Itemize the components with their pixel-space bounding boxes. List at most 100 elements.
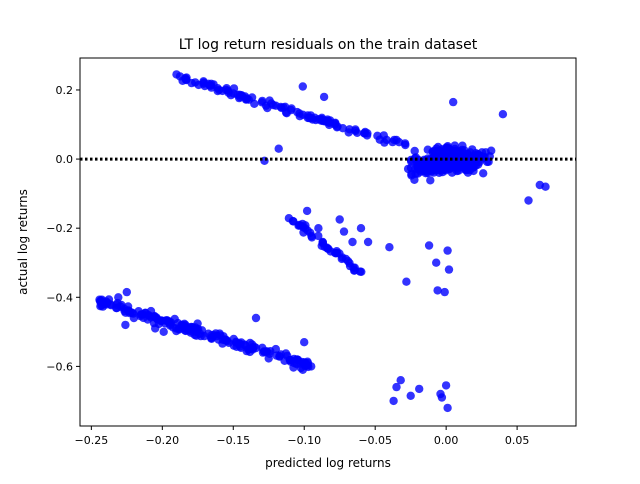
data-point: [121, 320, 130, 330]
data-point: [165, 317, 174, 326]
data-point: [454, 161, 463, 171]
y-tick-label: −0.6: [46, 360, 73, 373]
data-point: [356, 224, 366, 233]
data-point: [426, 176, 435, 185]
data-point: [335, 215, 344, 224]
data-point: [439, 158, 448, 167]
data-point: [159, 327, 168, 336]
data-point: [498, 110, 508, 119]
data-point: [307, 231, 316, 241]
data-point: [104, 295, 114, 304]
data-point: [298, 82, 307, 91]
x-tick-label: 0.05: [505, 434, 530, 447]
x-tick-label: −0.05: [358, 434, 392, 447]
data-point: [281, 102, 290, 112]
data-point: [338, 124, 347, 133]
data-point: [375, 135, 384, 144]
data-point: [435, 166, 444, 175]
data-point: [122, 287, 131, 297]
data-point: [182, 75, 191, 84]
x-tick-label: 0.00: [434, 434, 459, 447]
data-point: [423, 145, 432, 154]
data-point: [317, 113, 327, 123]
data-point: [444, 265, 454, 274]
data-point: [251, 313, 261, 323]
y-axis-label: actual log returns: [16, 189, 30, 295]
data-point: [209, 331, 219, 340]
data-point: [282, 109, 291, 118]
data-point: [410, 146, 419, 156]
data-point: [432, 258, 441, 267]
data-point: [199, 77, 208, 86]
data-point: [292, 355, 302, 364]
x-tick-label: −0.25: [74, 434, 108, 447]
data-point: [449, 148, 458, 157]
y-tick-label: −0.4: [46, 291, 73, 304]
chart-title: LT log return residuals on the train dat…: [179, 37, 478, 53]
x-axis-label: predicted log returns: [265, 456, 391, 470]
data-point: [112, 300, 121, 309]
data-point: [314, 224, 323, 233]
data-point: [300, 338, 309, 347]
data-point: [392, 135, 401, 145]
data-point: [345, 125, 354, 134]
data-point: [362, 131, 372, 140]
data-point: [97, 296, 106, 305]
plot-area: [79, 57, 577, 427]
data-point: [151, 324, 160, 333]
data-point: [271, 344, 280, 354]
data-point: [114, 293, 123, 302]
data-point: [449, 97, 458, 107]
plot-frame: [79, 57, 577, 427]
data-point: [129, 313, 139, 323]
data-point: [348, 237, 357, 247]
data-point: [363, 237, 373, 247]
data-point: [460, 151, 470, 160]
data-point: [481, 148, 490, 157]
data-point: [267, 99, 276, 108]
data-point: [214, 85, 224, 95]
data-point: [302, 206, 312, 216]
data-point: [235, 342, 245, 351]
data-point: [330, 120, 340, 129]
data-point: [420, 165, 429, 175]
data-point: [351, 125, 360, 134]
data-point: [298, 365, 307, 374]
data-point: [443, 403, 452, 413]
data-point: [319, 92, 329, 102]
data-point: [402, 277, 411, 286]
data-point: [146, 306, 156, 316]
x-axis: −0.25 −0.20 −0.15 −0.10 −0.05 0.00 0.05: [74, 426, 529, 447]
data-point: [335, 249, 344, 258]
x-tick-label: −0.10: [287, 434, 321, 447]
data-point: [442, 147, 452, 156]
y-axis: 0.2 0.0 −0.2 −0.4 −0.6: [46, 84, 80, 373]
data-point: [146, 313, 155, 322]
data-point: [406, 391, 415, 400]
data-point: [257, 98, 266, 107]
data-point: [432, 144, 441, 153]
data-point: [229, 89, 238, 98]
data-point: [262, 347, 271, 356]
data-point: [400, 139, 410, 148]
data-point: [524, 196, 533, 205]
data-point: [433, 286, 442, 295]
data-point: [479, 169, 488, 178]
data-point: [441, 381, 451, 390]
data-point: [172, 70, 181, 79]
data-point: [181, 324, 190, 333]
data-point: [385, 243, 394, 252]
data-point: [245, 338, 255, 348]
y-tick-label: 0.2: [56, 84, 74, 97]
data-point: [248, 345, 257, 354]
data-point: [229, 334, 238, 344]
data-point: [443, 246, 452, 255]
data-point: [123, 302, 133, 311]
data-point: [468, 163, 478, 172]
data-point: [221, 336, 230, 345]
data-point: [136, 310, 146, 319]
data-point: [275, 352, 284, 361]
data-point: [235, 92, 245, 102]
data-point: [389, 396, 398, 406]
